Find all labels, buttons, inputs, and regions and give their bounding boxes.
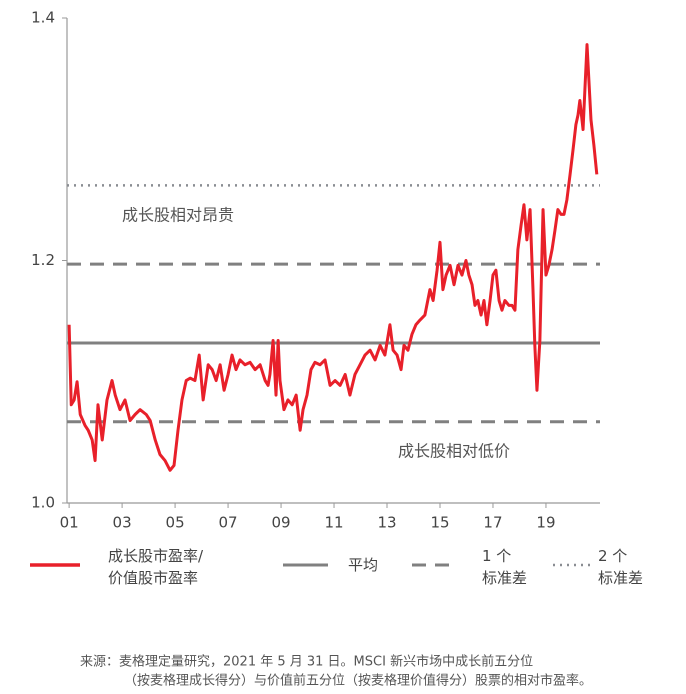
y-tick-label: 1.4 <box>31 9 55 27</box>
legend-label-line: 价值股市盈率 <box>108 569 198 587</box>
legend-label-line: 平均 <box>348 556 378 574</box>
x-tick-label: 17 <box>483 514 502 532</box>
data-line <box>67 43 599 472</box>
x-tick-label: 09 <box>272 514 291 532</box>
x-tick-label: 05 <box>166 514 185 532</box>
legend-label-line: 标准差 <box>598 569 643 587</box>
source-note: （按麦格理成长得分）与价值前五分位（按麦格理价值得分）股票的相对市盈率。 <box>124 673 592 689</box>
legend-label-line: 2 个 <box>598 547 627 565</box>
x-tick-label: 03 <box>113 514 132 532</box>
legend-label-line: 1 个 <box>482 547 511 565</box>
annotation: 成长股相对低价 <box>398 442 510 461</box>
y-tick-label: 1.2 <box>31 251 55 269</box>
x-tick-label: 19 <box>536 514 555 532</box>
x-tick-label: 01 <box>60 514 79 532</box>
x-tick-label: 11 <box>324 514 343 532</box>
legend-label-line: 标准差 <box>482 569 527 587</box>
x-tick-label: 13 <box>377 514 396 532</box>
legend-label: 2 个标准差 <box>598 547 643 587</box>
y-tick-label: 1.0 <box>31 494 55 512</box>
annotation: 成长股相对昂贵 <box>122 206 234 225</box>
x-tick-label: 15 <box>430 514 449 532</box>
source-note: 来源：麦格理定量研究，2021 年 5 月 31 日。MSCI 新兴市场中成长前… <box>80 654 533 670</box>
legend-label: 1 个标准差 <box>482 547 527 587</box>
legend-label: 平均 <box>348 556 378 574</box>
x-tick-label: 07 <box>219 514 238 532</box>
legend-label: 成长股市盈率/价值股市盈率 <box>108 547 204 587</box>
legend-label-line: 成长股市盈率/ <box>108 547 204 565</box>
